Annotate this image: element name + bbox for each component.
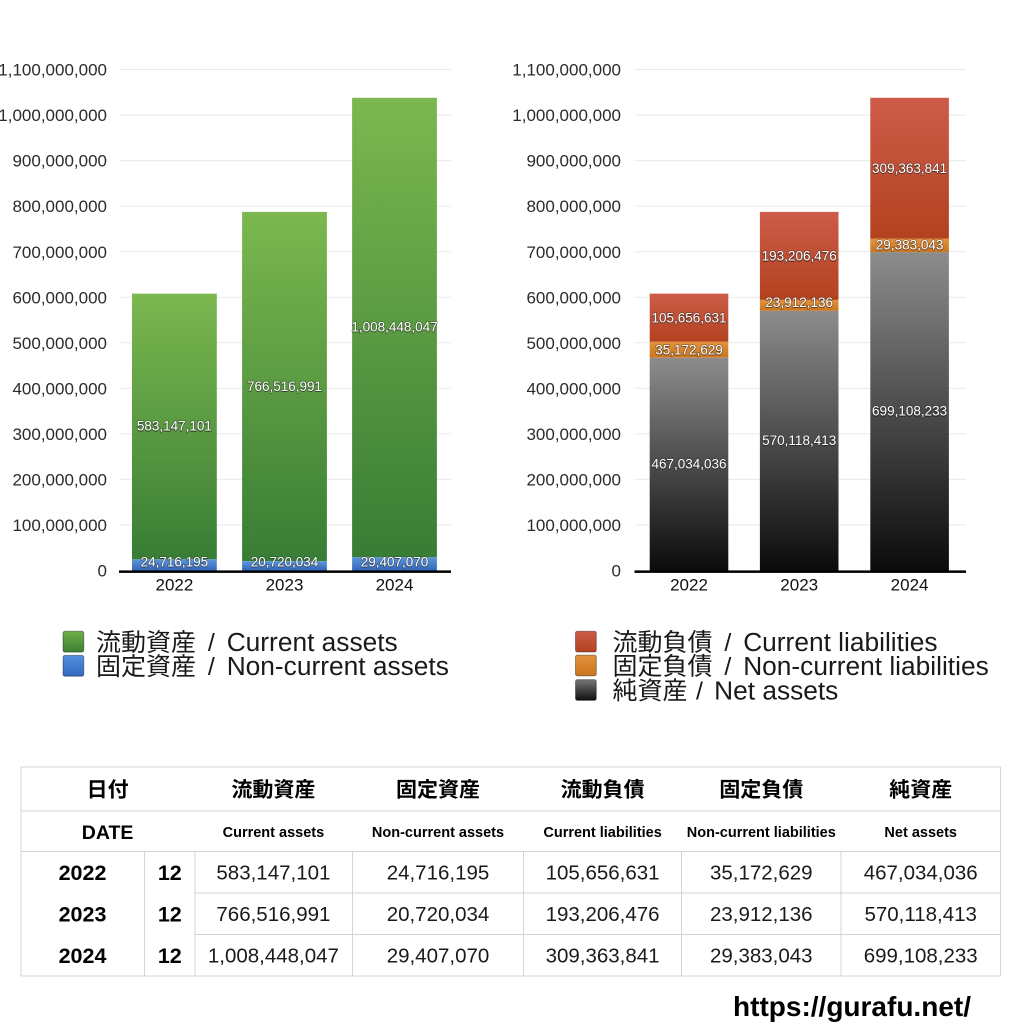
svg-text:800,000,000: 800,000,000	[12, 197, 107, 216]
svg-text:699,108,233: 699,108,233	[872, 405, 947, 420]
svg-text:766,516,991: 766,516,991	[247, 379, 322, 394]
svg-text:1,008,448,047: 1,008,448,047	[208, 944, 339, 967]
svg-text:309,363,841: 309,363,841	[872, 162, 947, 177]
svg-text:309,363,841: 309,363,841	[872, 161, 947, 176]
svg-text:1,100,000,000: 1,100,000,000	[0, 61, 107, 80]
svg-text:570,118,413: 570,118,413	[762, 434, 836, 449]
svg-text:Net assets: Net assets	[884, 825, 957, 841]
svg-text:Non-current liabilities: Non-current liabilities	[743, 651, 989, 681]
svg-text:700,000,000: 700,000,000	[526, 243, 621, 262]
svg-text:1,000,000,000: 1,000,000,000	[512, 106, 621, 125]
svg-text:0: 0	[98, 562, 107, 581]
svg-text:Current assets: Current assets	[223, 825, 325, 841]
svg-text:DATE: DATE	[82, 822, 134, 844]
svg-text:29,383,043: 29,383,043	[876, 239, 944, 254]
svg-text:766,516,991: 766,516,991	[247, 380, 322, 395]
svg-text:/: /	[724, 629, 731, 657]
svg-text:105,656,631: 105,656,631	[546, 861, 660, 884]
svg-text:600,000,000: 600,000,000	[526, 288, 621, 307]
svg-text:570,118,413: 570,118,413	[762, 433, 836, 448]
svg-text:2022: 2022	[155, 576, 193, 595]
svg-text:1,008,448,047: 1,008,448,047	[351, 321, 437, 336]
svg-text:https://gurafu.net/: https://gurafu.net/	[733, 991, 971, 1022]
svg-text:1,008,448,047: 1,008,448,047	[351, 320, 437, 335]
svg-text:800,000,000: 800,000,000	[526, 197, 621, 216]
svg-text:500,000,000: 500,000,000	[526, 334, 621, 353]
svg-text:699,108,233: 699,108,233	[864, 944, 978, 967]
svg-text:2023: 2023	[780, 576, 818, 595]
svg-text:29,383,043: 29,383,043	[710, 944, 813, 967]
svg-text:467,034,036: 467,034,036	[864, 861, 978, 884]
svg-text:105,656,631: 105,656,631	[651, 310, 726, 325]
svg-text:100,000,000: 100,000,000	[526, 516, 621, 535]
svg-text:35,172,629: 35,172,629	[710, 861, 813, 884]
svg-text:309,363,841: 309,363,841	[546, 944, 660, 967]
svg-text:29,383,043: 29,383,043	[876, 237, 944, 252]
svg-text:35,172,629: 35,172,629	[655, 344, 723, 359]
svg-text:24,716,195: 24,716,195	[141, 556, 209, 571]
svg-text:/: /	[696, 677, 703, 705]
svg-text:Current liabilities: Current liabilities	[743, 627, 937, 657]
svg-text:900,000,000: 900,000,000	[12, 152, 107, 171]
svg-text:2023: 2023	[59, 902, 107, 926]
svg-text:467,034,036: 467,034,036	[651, 457, 726, 472]
svg-text:29,407,070: 29,407,070	[387, 944, 490, 967]
svg-text:Current liabilities: Current liabilities	[543, 825, 661, 841]
svg-text:1,100,000,000: 1,100,000,000	[512, 61, 621, 80]
svg-text:2024: 2024	[376, 576, 414, 595]
svg-text:100,000,000: 100,000,000	[12, 516, 107, 535]
svg-text:12: 12	[158, 944, 182, 968]
svg-text:12: 12	[158, 902, 182, 926]
svg-text:583,147,101: 583,147,101	[216, 861, 330, 884]
svg-text:2024: 2024	[891, 576, 929, 595]
svg-text:20,720,034: 20,720,034	[387, 903, 490, 926]
svg-text:23,912,136: 23,912,136	[710, 903, 813, 926]
svg-text:400,000,000: 400,000,000	[12, 379, 107, 398]
svg-text:/: /	[724, 653, 731, 681]
svg-text:105,656,631: 105,656,631	[651, 312, 726, 327]
svg-text:24,716,195: 24,716,195	[387, 861, 490, 884]
svg-text:500,000,000: 500,000,000	[12, 334, 107, 353]
svg-text:400,000,000: 400,000,000	[526, 379, 621, 398]
svg-text:Non-current assets: Non-current assets	[372, 825, 504, 841]
svg-text:Net assets: Net assets	[714, 675, 838, 705]
svg-text:Current assets: Current assets	[227, 627, 398, 657]
svg-text:20,720,034: 20,720,034	[251, 554, 319, 569]
svg-text:Non-current assets: Non-current assets	[227, 651, 449, 681]
svg-text:2023: 2023	[266, 576, 304, 595]
svg-text:2022: 2022	[59, 861, 107, 885]
svg-text:300,000,000: 300,000,000	[526, 425, 621, 444]
svg-text:23,912,136: 23,912,136	[765, 296, 833, 311]
svg-text:/: /	[208, 653, 215, 681]
svg-text:24,716,195: 24,716,195	[141, 554, 209, 569]
svg-text:699,108,233: 699,108,233	[872, 404, 947, 419]
svg-text:300,000,000: 300,000,000	[12, 425, 107, 444]
svg-text:570,118,413: 570,118,413	[864, 903, 976, 926]
svg-text:467,034,036: 467,034,036	[651, 458, 726, 473]
svg-text:583,147,101: 583,147,101	[137, 420, 212, 435]
svg-text:900,000,000: 900,000,000	[526, 152, 621, 171]
svg-text:29,407,070: 29,407,070	[361, 556, 429, 571]
svg-text:0: 0	[612, 562, 621, 581]
svg-text:193,206,476: 193,206,476	[762, 250, 837, 265]
svg-text:35,172,629: 35,172,629	[655, 342, 723, 357]
svg-text:700,000,000: 700,000,000	[12, 243, 107, 262]
svg-text:600,000,000: 600,000,000	[12, 288, 107, 307]
svg-text:2024: 2024	[59, 944, 107, 968]
svg-text:200,000,000: 200,000,000	[12, 471, 107, 490]
svg-text:23,912,136: 23,912,136	[765, 295, 833, 310]
svg-text:193,206,476: 193,206,476	[762, 249, 837, 264]
svg-text:2022: 2022	[670, 576, 708, 595]
svg-text:Non-current liabilities: Non-current liabilities	[687, 825, 836, 841]
svg-text:766,516,991: 766,516,991	[216, 903, 330, 926]
svg-text:1,000,000,000: 1,000,000,000	[0, 106, 107, 125]
svg-text:20,720,034: 20,720,034	[251, 556, 319, 571]
svg-text:193,206,476: 193,206,476	[546, 903, 660, 926]
svg-text:/: /	[208, 629, 215, 657]
svg-text:200,000,000: 200,000,000	[526, 471, 621, 490]
svg-text:29,407,070: 29,407,070	[361, 554, 429, 569]
svg-text:12: 12	[158, 861, 182, 885]
svg-text:583,147,101: 583,147,101	[137, 419, 212, 434]
